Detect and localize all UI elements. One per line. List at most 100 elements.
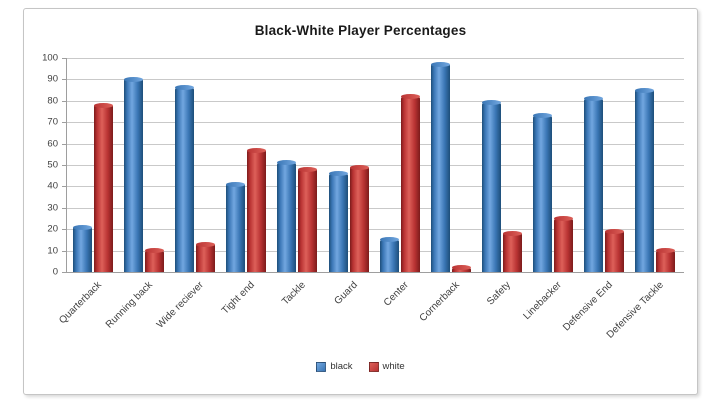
bar-cap — [400, 94, 420, 100]
bar-group-center — [379, 94, 420, 272]
y-tick-mark-40 — [62, 186, 67, 188]
bar-cap — [298, 166, 318, 172]
bar-black-defensive-tackle — [635, 87, 655, 272]
gridline-70 — [67, 122, 684, 124]
y-tick-label-30: 30 — [47, 202, 58, 214]
gridline-50 — [67, 165, 684, 166]
gridline-30 — [67, 207, 684, 209]
bar-cap — [196, 241, 216, 247]
bar-white-center — [400, 94, 420, 272]
x-axis-label-safety: Safety — [484, 279, 513, 308]
bar-black-cornerback — [430, 61, 450, 272]
legend-item-white: white — [368, 361, 405, 372]
plot-area — [62, 58, 684, 273]
bar-white-quarterback — [94, 102, 113, 272]
bar-group-defensive-end — [584, 96, 624, 272]
bar-white-defensive-end — [605, 228, 624, 272]
bar-cap — [73, 224, 92, 230]
bar-group-tight-end — [226, 147, 267, 272]
bar-group-linebacker — [532, 113, 573, 272]
bar-cap — [226, 181, 246, 187]
bar-cap — [277, 160, 297, 166]
y-tick-label-60: 60 — [47, 138, 58, 150]
bar-cap — [328, 171, 348, 177]
gridline-100 — [67, 58, 684, 59]
gridline-40 — [67, 186, 684, 188]
bar-cap — [379, 237, 399, 243]
y-tick-label-0: 0 — [52, 266, 58, 278]
bar-cap — [247, 147, 267, 153]
legend-label-black: black — [330, 361, 353, 372]
bar-black-safety — [481, 100, 501, 272]
bar-black-tackle — [277, 160, 297, 272]
y-tick-mark-0 — [62, 272, 67, 273]
bar-cap — [532, 113, 552, 119]
x-axis-label-linebacker: Linebacker — [521, 279, 564, 322]
bar-cap — [349, 164, 369, 170]
y-tick-label-10: 10 — [47, 245, 58, 257]
gridline-80 — [67, 100, 684, 102]
x-axis-label-tackle: Tackle — [280, 279, 309, 308]
bar-black-tight-end — [226, 181, 246, 272]
legend-item-black: black — [316, 361, 353, 372]
bar-cap — [124, 76, 144, 82]
bar-white-running-back — [145, 248, 165, 272]
bar-white-tackle — [298, 166, 318, 272]
bar-group-guard — [328, 164, 369, 272]
bar-cap — [502, 230, 522, 236]
y-tick-mark-70 — [62, 122, 67, 124]
gridline-90 — [67, 79, 684, 81]
x-axis-label-tight-end: Tight end — [220, 279, 258, 317]
chart-title: Black-White Player Percentages — [254, 23, 467, 38]
bar-black-running-back — [124, 76, 144, 272]
bar-cap — [145, 248, 165, 254]
bar-cap — [430, 61, 450, 67]
y-tick-label-90: 90 — [47, 73, 58, 85]
x-axis-label-running-back: Running back — [103, 279, 155, 331]
bar-black-quarterback — [73, 224, 92, 272]
bar-cap — [584, 96, 603, 102]
y-tick-label-100: 100 — [42, 52, 58, 64]
y-tick-label-70: 70 — [47, 116, 58, 128]
bar-black-center — [379, 237, 399, 272]
bar-cap — [451, 265, 471, 271]
bar-white-tight-end — [247, 147, 267, 272]
bar-cap — [656, 248, 676, 254]
bar-white-linebacker — [553, 216, 573, 272]
bar-group-cornerback — [430, 61, 471, 272]
bar-cap — [175, 85, 195, 91]
y-tick-label-80: 80 — [47, 95, 58, 107]
y-tick-label-40: 40 — [47, 180, 58, 192]
x-axis-label-cornerback: Cornerback — [417, 279, 462, 324]
y-tick-mark-10 — [62, 250, 67, 252]
bar-black-defensive-end — [584, 96, 603, 272]
bar-group-safety — [481, 100, 522, 272]
x-axis-label-quarterback: Quarterback — [57, 279, 104, 327]
gridline-60 — [67, 143, 684, 145]
bar-white-wide-reciever — [196, 241, 216, 272]
bar-white-defensive-tackle — [656, 248, 676, 272]
legend-swatch-black — [316, 361, 327, 372]
y-tick-label-20: 20 — [47, 223, 58, 235]
bar-white-cornerback — [451, 265, 471, 272]
y-axis-labels: 0 10 20 30 40 50 60 70 80 90 100 — [24, 53, 58, 278]
gridline-10 — [67, 250, 684, 252]
y-tick-mark-60 — [62, 143, 67, 145]
bar-group-running-back — [124, 76, 165, 272]
y-tick-mark-90 — [62, 79, 67, 81]
y-tick-mark-80 — [62, 100, 67, 102]
legend: black white — [24, 361, 697, 372]
chart-frame: Black-White Player Percentages 0 10 20 30 40… — [23, 8, 698, 395]
legend-label-white: white — [382, 361, 405, 372]
bar-cap — [94, 102, 113, 108]
bar-cap — [635, 87, 655, 93]
bar-group-quarterback — [73, 102, 113, 272]
bar-white-safety — [502, 230, 522, 272]
bar-black-linebacker — [532, 113, 552, 272]
y-tick-mark-100 — [62, 58, 67, 59]
gridline-20 — [67, 229, 684, 231]
bar-white-guard — [349, 164, 369, 272]
bar-group-defensive-tackle — [635, 87, 676, 272]
legend-swatch-white — [368, 361, 379, 372]
